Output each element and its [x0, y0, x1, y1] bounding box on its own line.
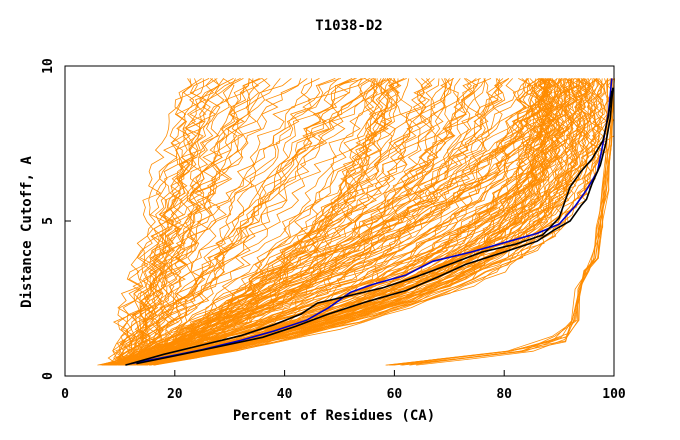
series-line-1 — [130, 78, 613, 365]
model-curve — [110, 78, 605, 366]
model-curve — [140, 78, 405, 366]
model-curve — [134, 78, 540, 366]
model-curve — [139, 78, 537, 366]
model-curve — [136, 78, 503, 366]
y-axis-ticks: 0 5 10 — [41, 58, 71, 380]
model-curve — [138, 78, 500, 366]
model-curve — [114, 78, 391, 366]
y-tick-label: 5 — [41, 217, 56, 225]
model-curve — [114, 78, 540, 366]
model-curve — [402, 78, 615, 366]
chart-title: T1038-D2 — [315, 18, 382, 34]
model-curve — [390, 78, 612, 366]
model-curve — [137, 78, 336, 366]
model-curve — [109, 78, 313, 366]
model-curve — [138, 78, 407, 366]
model-curve — [136, 78, 479, 366]
model-curve — [104, 78, 537, 366]
model-curve — [116, 78, 292, 366]
model-curve — [112, 78, 461, 366]
model-curve — [134, 78, 477, 366]
model-curve — [118, 78, 486, 366]
model-curve — [134, 78, 402, 366]
model-curve — [112, 78, 581, 366]
model-curve — [125, 78, 558, 366]
model-curve — [130, 78, 193, 366]
x-tick-label: 80 — [496, 387, 512, 402]
model-curve — [148, 78, 598, 366]
x-axis-ticks: 0 20 40 60 80 100 — [61, 370, 626, 402]
series-line-3 — [136, 87, 614, 365]
model-curve — [120, 78, 581, 366]
model-curve — [112, 78, 198, 366]
model-curve — [117, 78, 450, 366]
model-curve — [129, 78, 453, 366]
model-curve — [131, 78, 376, 366]
model-curve — [133, 78, 271, 366]
model-curve — [140, 78, 530, 366]
model-curve — [118, 78, 540, 366]
x-tick-label: 60 — [387, 387, 403, 402]
model-curve — [153, 78, 549, 366]
model-curve — [141, 78, 385, 366]
model-curve — [99, 78, 531, 366]
model-curve — [127, 78, 562, 366]
model-curve — [116, 78, 236, 366]
y-axis-label: Distance Cutoff, A — [19, 156, 35, 308]
model-curve — [131, 78, 260, 366]
x-tick-label: 40 — [277, 387, 293, 402]
model-curve — [111, 78, 541, 366]
model-curve — [114, 78, 572, 366]
model-curve — [149, 78, 395, 366]
model-curve — [140, 78, 260, 366]
y-tick-label: 0 — [41, 372, 56, 380]
x-tick-label: 100 — [602, 387, 626, 402]
series-line-2 — [125, 90, 613, 366]
model-curve — [123, 78, 371, 366]
model-curve — [108, 78, 480, 366]
model-curve — [118, 78, 268, 366]
model-curve — [107, 78, 192, 366]
model-curve — [126, 78, 374, 366]
model-curve — [107, 78, 592, 366]
model-curve — [131, 78, 391, 366]
model-curve — [119, 78, 604, 366]
x-tick-label: 0 — [61, 387, 69, 402]
model-curve — [106, 78, 545, 366]
model-curve — [124, 78, 380, 366]
highlighted-series — [125, 78, 614, 366]
model-curve — [149, 78, 546, 366]
y-tick-label: 10 — [41, 58, 56, 74]
model-curve — [128, 78, 589, 366]
orange-model-curves — [97, 78, 615, 366]
x-tick-label: 20 — [167, 387, 183, 402]
model-curve — [119, 78, 555, 366]
model-curve — [127, 78, 528, 366]
model-curve — [416, 78, 608, 366]
model-curve — [111, 78, 202, 366]
model-curve — [134, 78, 586, 366]
x-axis-label: Percent of Residues (CA) — [233, 408, 435, 424]
model-curve — [121, 78, 353, 366]
model-curve — [116, 78, 356, 366]
model-curve — [119, 78, 225, 366]
model-curve — [131, 78, 500, 366]
model-curve — [389, 78, 613, 366]
model-curve — [127, 78, 380, 366]
model-curve — [101, 78, 414, 366]
model-curve — [133, 78, 384, 366]
model-curve — [115, 78, 250, 366]
